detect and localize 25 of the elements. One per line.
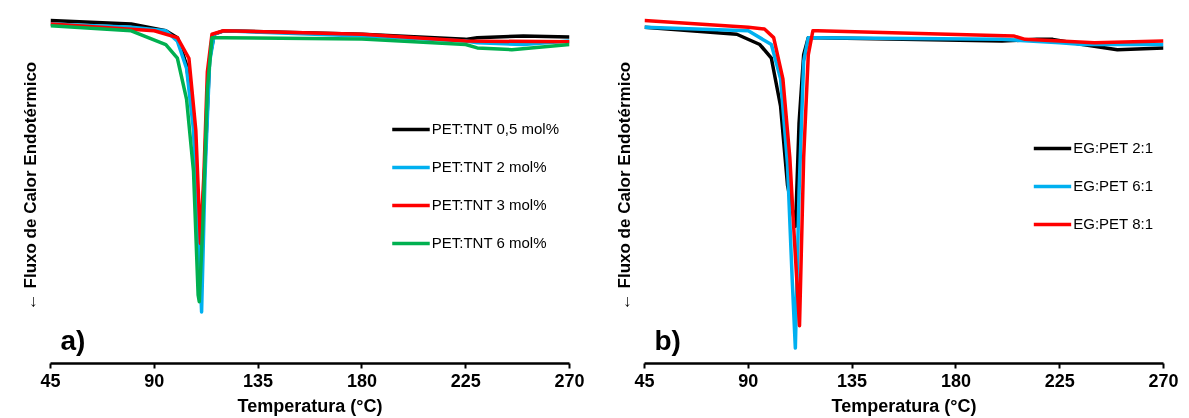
x-tick-label: 225 — [1044, 370, 1075, 391]
x-tick-label: 90 — [144, 370, 165, 391]
legend-label: PET:TNT 6 mol% — [431, 234, 547, 251]
x-tick-label: 45 — [40, 370, 61, 391]
x-axis-title: Temperatura (°C) — [237, 395, 383, 416]
legend-label: EG:PET 2:1 — [1073, 139, 1153, 156]
legend-label: PET:TNT 0,5 mol% — [431, 120, 559, 137]
x-tick-label: 270 — [1148, 370, 1179, 391]
x-tick-label: 90 — [738, 370, 759, 391]
x-tick-label: 225 — [450, 370, 481, 391]
legend-label: EG:PET 6:1 — [1073, 177, 1153, 194]
x-tick-label: 270 — [554, 370, 585, 391]
legend-label: EG:PET 8:1 — [1073, 215, 1153, 232]
x-tick-label: 135 — [243, 370, 274, 391]
x-tick-label: 135 — [837, 370, 868, 391]
legend-label: PET:TNT 2 mol% — [431, 158, 547, 175]
y-axis-title: ← Fluxo de Calor Endotérmico — [614, 61, 634, 311]
y-axis-title: ← Fluxo de Calor Endotérmico — [20, 61, 40, 311]
annotation: a) — [60, 324, 86, 356]
x-tick-label: 180 — [940, 370, 971, 391]
annotation: b) — [654, 324, 681, 356]
x-axis-title: Temperatura (°C) — [831, 395, 977, 416]
legend-label: PET:TNT 3 mol% — [431, 196, 547, 213]
x-tick-label: 45 — [634, 370, 655, 391]
x-tick-label: 180 — [346, 370, 377, 391]
